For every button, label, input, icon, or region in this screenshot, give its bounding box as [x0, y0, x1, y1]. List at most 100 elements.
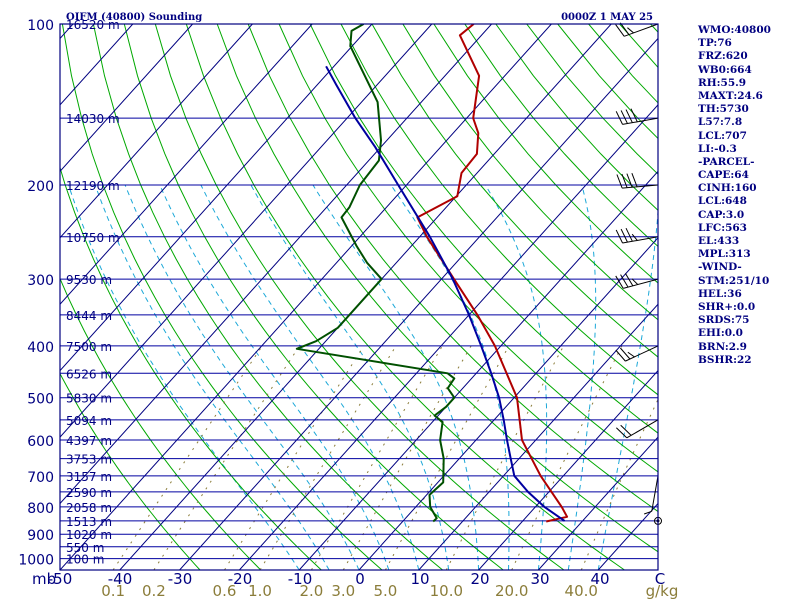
barb-shaft [622, 236, 659, 244]
temperature-tick-label: -10 [288, 570, 313, 588]
height-label: 2590 m [66, 486, 112, 500]
plot-frame [59, 23, 659, 571]
height-label: 10750 m [66, 231, 120, 245]
pressure-tick-label: 1000 [18, 553, 54, 569]
mixing-ratio-tick-label: 5.0 [373, 582, 397, 600]
barb-shaft [622, 117, 659, 125]
barb-feather [624, 273, 634, 287]
moist-adiabat [567, 184, 597, 570]
isotherm-line [478, 369, 658, 570]
dry-adiabat [154, 24, 565, 570]
pressure-tick-label: 600 [27, 434, 54, 450]
pressure-tick-label: 400 [27, 340, 54, 356]
dry-adiabat [123, 24, 504, 570]
mixing-ratio-tick-label: 3.0 [331, 582, 355, 600]
temperature-tick-label: 30 [530, 570, 549, 588]
chart-timestamp: 0000Z 1 MAY 25 [561, 12, 653, 23]
mixing-ratio-tick-label: 10.0 [430, 582, 463, 600]
temperature-tick-label: 20 [470, 570, 489, 588]
isotherm-line [60, 24, 433, 438]
temperature-tick-label: C [655, 570, 665, 588]
height-label: 3753 m [66, 453, 112, 467]
mixing-ratio-tick-label: 40.0 [565, 582, 598, 600]
isotherm-line [60, 24, 492, 505]
barb-feather [615, 229, 623, 244]
parcel-trace [325, 65, 566, 522]
index-line: FRZ:620 [698, 50, 748, 63]
dry-adiabat [464, 24, 658, 248]
indices-panel: WMO:40800 TP:76 FRZ:620 WB0:664 RH:55.9 MAXT:… [698, 24, 771, 367]
barb-feather [625, 109, 633, 123]
moist-adiabat [159, 184, 390, 570]
moist-adiabat [200, 184, 420, 570]
index-line: WMO:40800 [698, 24, 771, 36]
mixing-ratio-tick-label: 0.2 [142, 582, 166, 600]
index-line: CAP:3.0 [698, 208, 745, 221]
temperature-trace [416, 24, 569, 523]
index-line: BSHR:22 [698, 353, 752, 366]
moist-adiabat [68, 184, 300, 570]
isotherm-line [60, 24, 373, 372]
barb-feather [615, 349, 626, 362]
pressure-unit-label: mb [32, 570, 56, 588]
height-label: 2058 m [66, 501, 112, 515]
temperature-tick-label: -40 [108, 570, 133, 588]
height-label: 6526 m [66, 367, 112, 381]
pressure-tick-label: 900 [27, 528, 54, 544]
mixing-ratio-tick-label: 2.0 [300, 582, 324, 600]
index-line: LCL:648 [698, 195, 747, 208]
barb-shaft [623, 278, 659, 289]
height-label: 550 m [66, 541, 104, 555]
pressure-tick-label: 200 [27, 179, 54, 195]
wind-barb [615, 273, 659, 289]
temperature-tick-label: -30 [168, 570, 193, 588]
barb-feather [625, 227, 633, 242]
dry-adiabat [216, 24, 658, 553]
grid-lines [60, 24, 658, 570]
dry-adiabat [92, 24, 443, 570]
height-label: 5830 m [66, 392, 112, 406]
barb-feather [616, 427, 628, 439]
wind-barb [615, 345, 659, 362]
moist-adiabat [124, 184, 360, 570]
barb-feather [621, 173, 628, 188]
index-line: LCL:707 [698, 129, 747, 142]
barb-feather [643, 510, 652, 515]
index-line: -PARCEL- [698, 155, 755, 168]
temperature-tick-label: -50 [48, 570, 73, 588]
index-line: TH:5730 [698, 103, 749, 116]
height-label: 5094 m [66, 414, 112, 428]
index-line: CAPE:64 [698, 169, 749, 182]
barb-feather [626, 173, 633, 188]
plot-border [59, 23, 659, 571]
isotherm-line [179, 37, 658, 570]
wind-barb [643, 475, 659, 515]
pressure-tick-label: 300 [27, 273, 54, 289]
dry-adiabat [433, 24, 658, 284]
index-line: MPL:313 [698, 248, 751, 261]
barb-shaft [625, 345, 659, 362]
height-label: 4397 m [66, 434, 112, 448]
temperature-tick-label: -20 [228, 570, 253, 588]
wind-barb [616, 419, 659, 439]
pressure-tick-label: 800 [27, 501, 54, 517]
barb-feather [631, 278, 639, 285]
sounding-traces [295, 24, 569, 523]
isotherm-line [60, 24, 193, 173]
dry-adiabat [247, 24, 658, 513]
dry-adiabat [278, 24, 658, 473]
height-label: 100 m [66, 553, 104, 567]
isotherm-line [239, 104, 658, 570]
mixing-ratio-tick-label: 0.6 [213, 582, 237, 600]
isotherm-line [60, 24, 313, 305]
barb-feather [620, 110, 628, 124]
barb-feather [631, 173, 638, 187]
index-line: RH:55.9 [698, 76, 747, 89]
index-line: MAXT:24.6 [698, 89, 763, 102]
height-label: 9530 m [66, 273, 112, 287]
barb-feather [620, 274, 629, 288]
height-label: 7500 m [66, 340, 112, 354]
mixing-ratio-tick-label: 20.0 [495, 582, 528, 600]
